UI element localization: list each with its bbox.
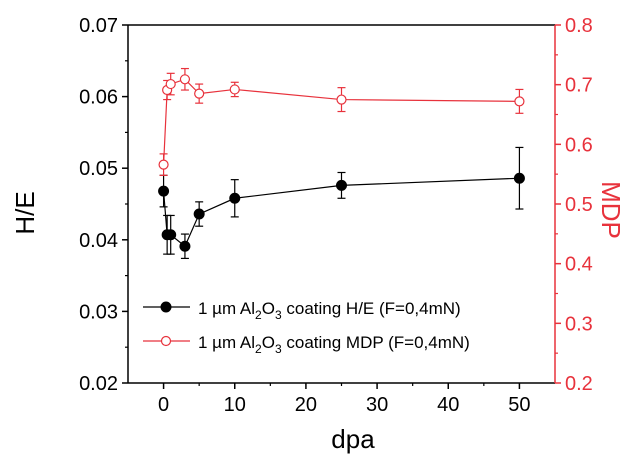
- y-tick-label-left: 0.02: [79, 373, 118, 395]
- data-point: [165, 229, 177, 241]
- data-point: [336, 179, 347, 191]
- data-point: [158, 185, 170, 197]
- data-point: [229, 84, 240, 95]
- y-tick-label-left: 0.06: [79, 87, 118, 109]
- x-tick-label: 10: [224, 394, 246, 416]
- legend-marker: [160, 301, 172, 313]
- legend-entry-he: 1 µm Al2O3 coating H/E (F=0,4mN): [143, 299, 461, 322]
- data-point: [179, 74, 191, 85]
- y-tick-label-right: 0.2: [565, 373, 593, 395]
- data-point: [514, 96, 525, 107]
- legend: 1 µm Al2O3 coating H/E (F=0,4mN) 1 µm Al2…: [143, 299, 470, 356]
- x-tick-label: 0: [158, 394, 169, 416]
- x-tick-label: 50: [508, 394, 530, 416]
- y-tick-label-left: 0.04: [79, 230, 118, 252]
- x-tick-label: 20: [295, 394, 317, 416]
- x-tick-label: 30: [366, 394, 388, 416]
- series-mdp: [158, 67, 525, 176]
- y-axis-label-right: MDP: [596, 181, 626, 239]
- legend-label: 1 µm Al2O3 coating H/E (F=0,4mN): [198, 299, 461, 322]
- data-point: [165, 78, 176, 90]
- data-point: [179, 240, 191, 252]
- data-point: [194, 88, 205, 99]
- legend-label: 1 µm Al2O3 coating MDP (F=0,4mN): [198, 333, 470, 356]
- x-tick-label: 40: [437, 394, 459, 416]
- x-axis-label: dpa: [331, 424, 375, 454]
- y-tick-label-right: 0.5: [565, 194, 593, 216]
- y-tick-label-right: 0.6: [565, 134, 593, 156]
- legend-marker: [160, 335, 172, 347]
- data-point: [513, 172, 525, 184]
- series-he: [158, 146, 525, 260]
- data-point: [193, 208, 205, 220]
- y-axis-label-left: H/E: [10, 191, 40, 234]
- legend-entry-mdp: 1 µm Al2O3 coating MDP (F=0,4mN): [143, 333, 470, 356]
- y-tick-label-left: 0.03: [79, 301, 118, 323]
- y-tick-label-left: 0.05: [79, 158, 118, 180]
- data-point: [158, 159, 169, 170]
- series-layer: [158, 67, 525, 260]
- y-tick-label-left: 0.07: [79, 15, 118, 37]
- axes-layer: 0 10 20 30 40 50 0.02 0.03 0.04 0.05 0.06 0.07 0.2 0.…: [79, 15, 593, 416]
- y-tick-label-right: 0.7: [565, 75, 593, 97]
- y-tick-label-right: 0.8: [565, 15, 593, 37]
- y-tick-label-right: 0.3: [565, 313, 593, 335]
- y-tick-label-right: 0.4: [565, 254, 593, 276]
- data-point: [336, 94, 347, 105]
- data-point: [229, 192, 241, 204]
